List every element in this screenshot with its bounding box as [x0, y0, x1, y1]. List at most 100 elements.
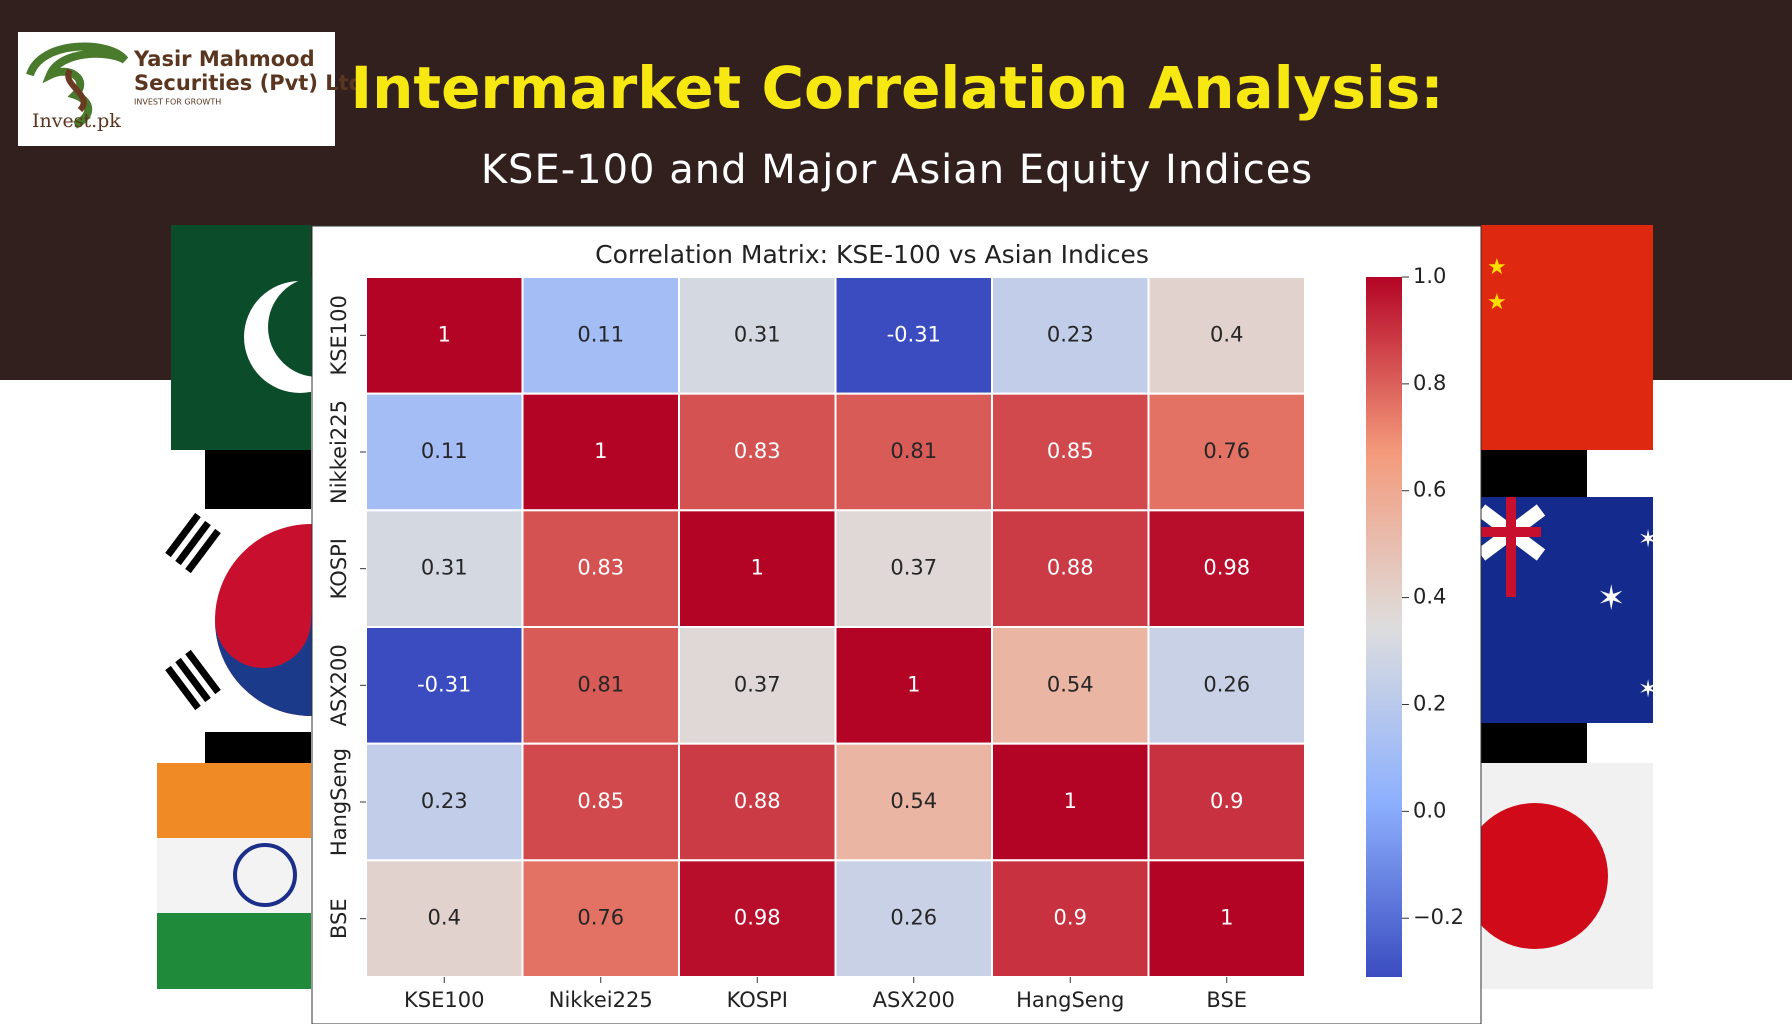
- y-tick-label: KOSPI: [327, 538, 351, 599]
- flag-star: ★: [1487, 290, 1507, 315]
- page-subtitle: KSE-100 and Major Asian Equity Indices: [481, 147, 1313, 193]
- page-title: Intermarket Correlation Analysis:: [350, 54, 1443, 122]
- x-tick-label: KSE100: [404, 988, 484, 1012]
- y-tick-label: ASX200: [327, 644, 351, 726]
- heatmap-cell: [834, 392, 993, 512]
- heatmap-cell: [991, 392, 1150, 512]
- flag-star: ✶: [1638, 675, 1658, 703]
- cell-label: 0.76: [1203, 439, 1250, 463]
- heatmap-cell: [521, 392, 680, 512]
- colorbar: [1366, 277, 1402, 977]
- colorbar-tick-label: 0.0: [1413, 798, 1446, 822]
- cell-label: 0.31: [734, 322, 781, 346]
- colorbar-tick-label: 1.0: [1413, 264, 1446, 288]
- flag-gap: [1481, 723, 1587, 763]
- cell-label: 1: [751, 556, 764, 580]
- colorbar-tick-label: 0.8: [1413, 371, 1446, 395]
- heatmap-cell: [365, 509, 524, 629]
- y-tick-label: BSE: [327, 898, 351, 939]
- y-tick-label: Nikkei225: [327, 400, 351, 504]
- logo-tagline: INVEST FOR GROWTH: [134, 98, 221, 107]
- heatmap-cell: [365, 276, 524, 395]
- heatmap-cell: [678, 392, 837, 512]
- cell-label: 0.4: [1210, 322, 1243, 346]
- logo-company: Securities (Pvt) Ltd: [134, 71, 364, 95]
- y-tick-label: KSE100: [327, 295, 351, 375]
- cell-label: 0.37: [734, 672, 781, 696]
- flag-india: [157, 913, 311, 989]
- heatmap-cell: [1147, 509, 1306, 629]
- cell-label: 0.54: [890, 789, 937, 813]
- cell-label: 0.81: [577, 672, 624, 696]
- x-tick-label: ASX200: [873, 988, 955, 1012]
- cell-label: -0.31: [887, 322, 941, 346]
- cell-label: 0.76: [577, 906, 624, 930]
- heatmap-cell: [678, 626, 837, 745]
- cell-label: 0.81: [890, 439, 937, 463]
- flag-trigram: [165, 512, 221, 711]
- cell-label: 0.26: [1203, 672, 1250, 696]
- cell-label: 0.11: [577, 322, 624, 346]
- flag-gap: [205, 450, 311, 509]
- heatmap-cell: [991, 509, 1150, 629]
- heatmap-cell: [1147, 859, 1306, 978]
- cell-label: 0.88: [1047, 556, 1094, 580]
- cell-label: 1: [1220, 906, 1233, 930]
- cell-label: 0.88: [734, 789, 781, 813]
- heatmap-cell: [678, 509, 837, 629]
- x-tick-label: HangSeng: [1016, 988, 1124, 1012]
- cell-label: 0.23: [421, 789, 468, 813]
- cell-label: 0.9: [1054, 906, 1087, 930]
- flag-union: [1481, 497, 1541, 597]
- flag-chakra: [233, 843, 297, 907]
- cell-label: 0.83: [734, 439, 781, 463]
- logo-name: Yasir Mahmood: [133, 47, 315, 71]
- x-tick-label: Nikkei225: [549, 988, 653, 1012]
- cell-label: 0.37: [890, 556, 937, 580]
- cell-label: 1: [594, 439, 607, 463]
- colorbar-tick-label: 0.2: [1413, 691, 1446, 715]
- y-tick-label: HangSeng: [327, 748, 351, 856]
- flag-star: ✶: [1638, 525, 1658, 553]
- cell-label: 1: [438, 322, 451, 346]
- cell-label: 0.11: [421, 439, 468, 463]
- cell-label: 1: [907, 672, 920, 696]
- flag-star: ★: [1487, 255, 1507, 280]
- cell-label: 0.83: [577, 556, 624, 580]
- flag-gap: [205, 732, 311, 763]
- heatmap-cell: [834, 859, 993, 978]
- logo-site: Invest.pk: [32, 110, 121, 132]
- heatmap-cell: [521, 626, 680, 745]
- heatmap-cell: [1147, 276, 1306, 395]
- cell-label: 0.98: [1203, 556, 1250, 580]
- cell-label: 0.4: [428, 906, 461, 930]
- heatmap-cell: [991, 859, 1150, 978]
- heatmap-cell: [521, 276, 680, 395]
- flag-hinomaru: [1462, 803, 1608, 949]
- heatmap-cell: [365, 626, 524, 745]
- x-tick-label: KOSPI: [727, 988, 788, 1012]
- flag-india: [157, 763, 311, 838]
- cell-label: 0.54: [1047, 672, 1094, 696]
- logo-mark: [65, 68, 87, 113]
- cell-label: 1: [1064, 789, 1077, 813]
- colorbar-tick-label: 0.4: [1413, 585, 1446, 609]
- cell-label: -0.31: [417, 672, 471, 696]
- cell-label: 0.85: [577, 789, 624, 813]
- cell-label: 0.98: [734, 906, 781, 930]
- heatmap-cell: [521, 509, 680, 629]
- cell-label: 0.85: [1047, 439, 1094, 463]
- cell-label: 0.31: [421, 556, 468, 580]
- heatmap-cell: [365, 392, 524, 512]
- heatmap-cell: [834, 509, 993, 629]
- cell-label: 0.9: [1210, 789, 1243, 813]
- flag-china: [1481, 225, 1653, 450]
- heatmap-cell: [1147, 626, 1306, 745]
- cell-label: 0.23: [1047, 322, 1094, 346]
- chart-title: Correlation Matrix: KSE-100 vs Asian Ind…: [595, 240, 1149, 269]
- flag-gap: [1481, 450, 1587, 497]
- x-tick-label: BSE: [1206, 988, 1247, 1012]
- colorbar-tick-label: −0.2: [1413, 905, 1464, 929]
- heatmap-cell: [1147, 392, 1306, 512]
